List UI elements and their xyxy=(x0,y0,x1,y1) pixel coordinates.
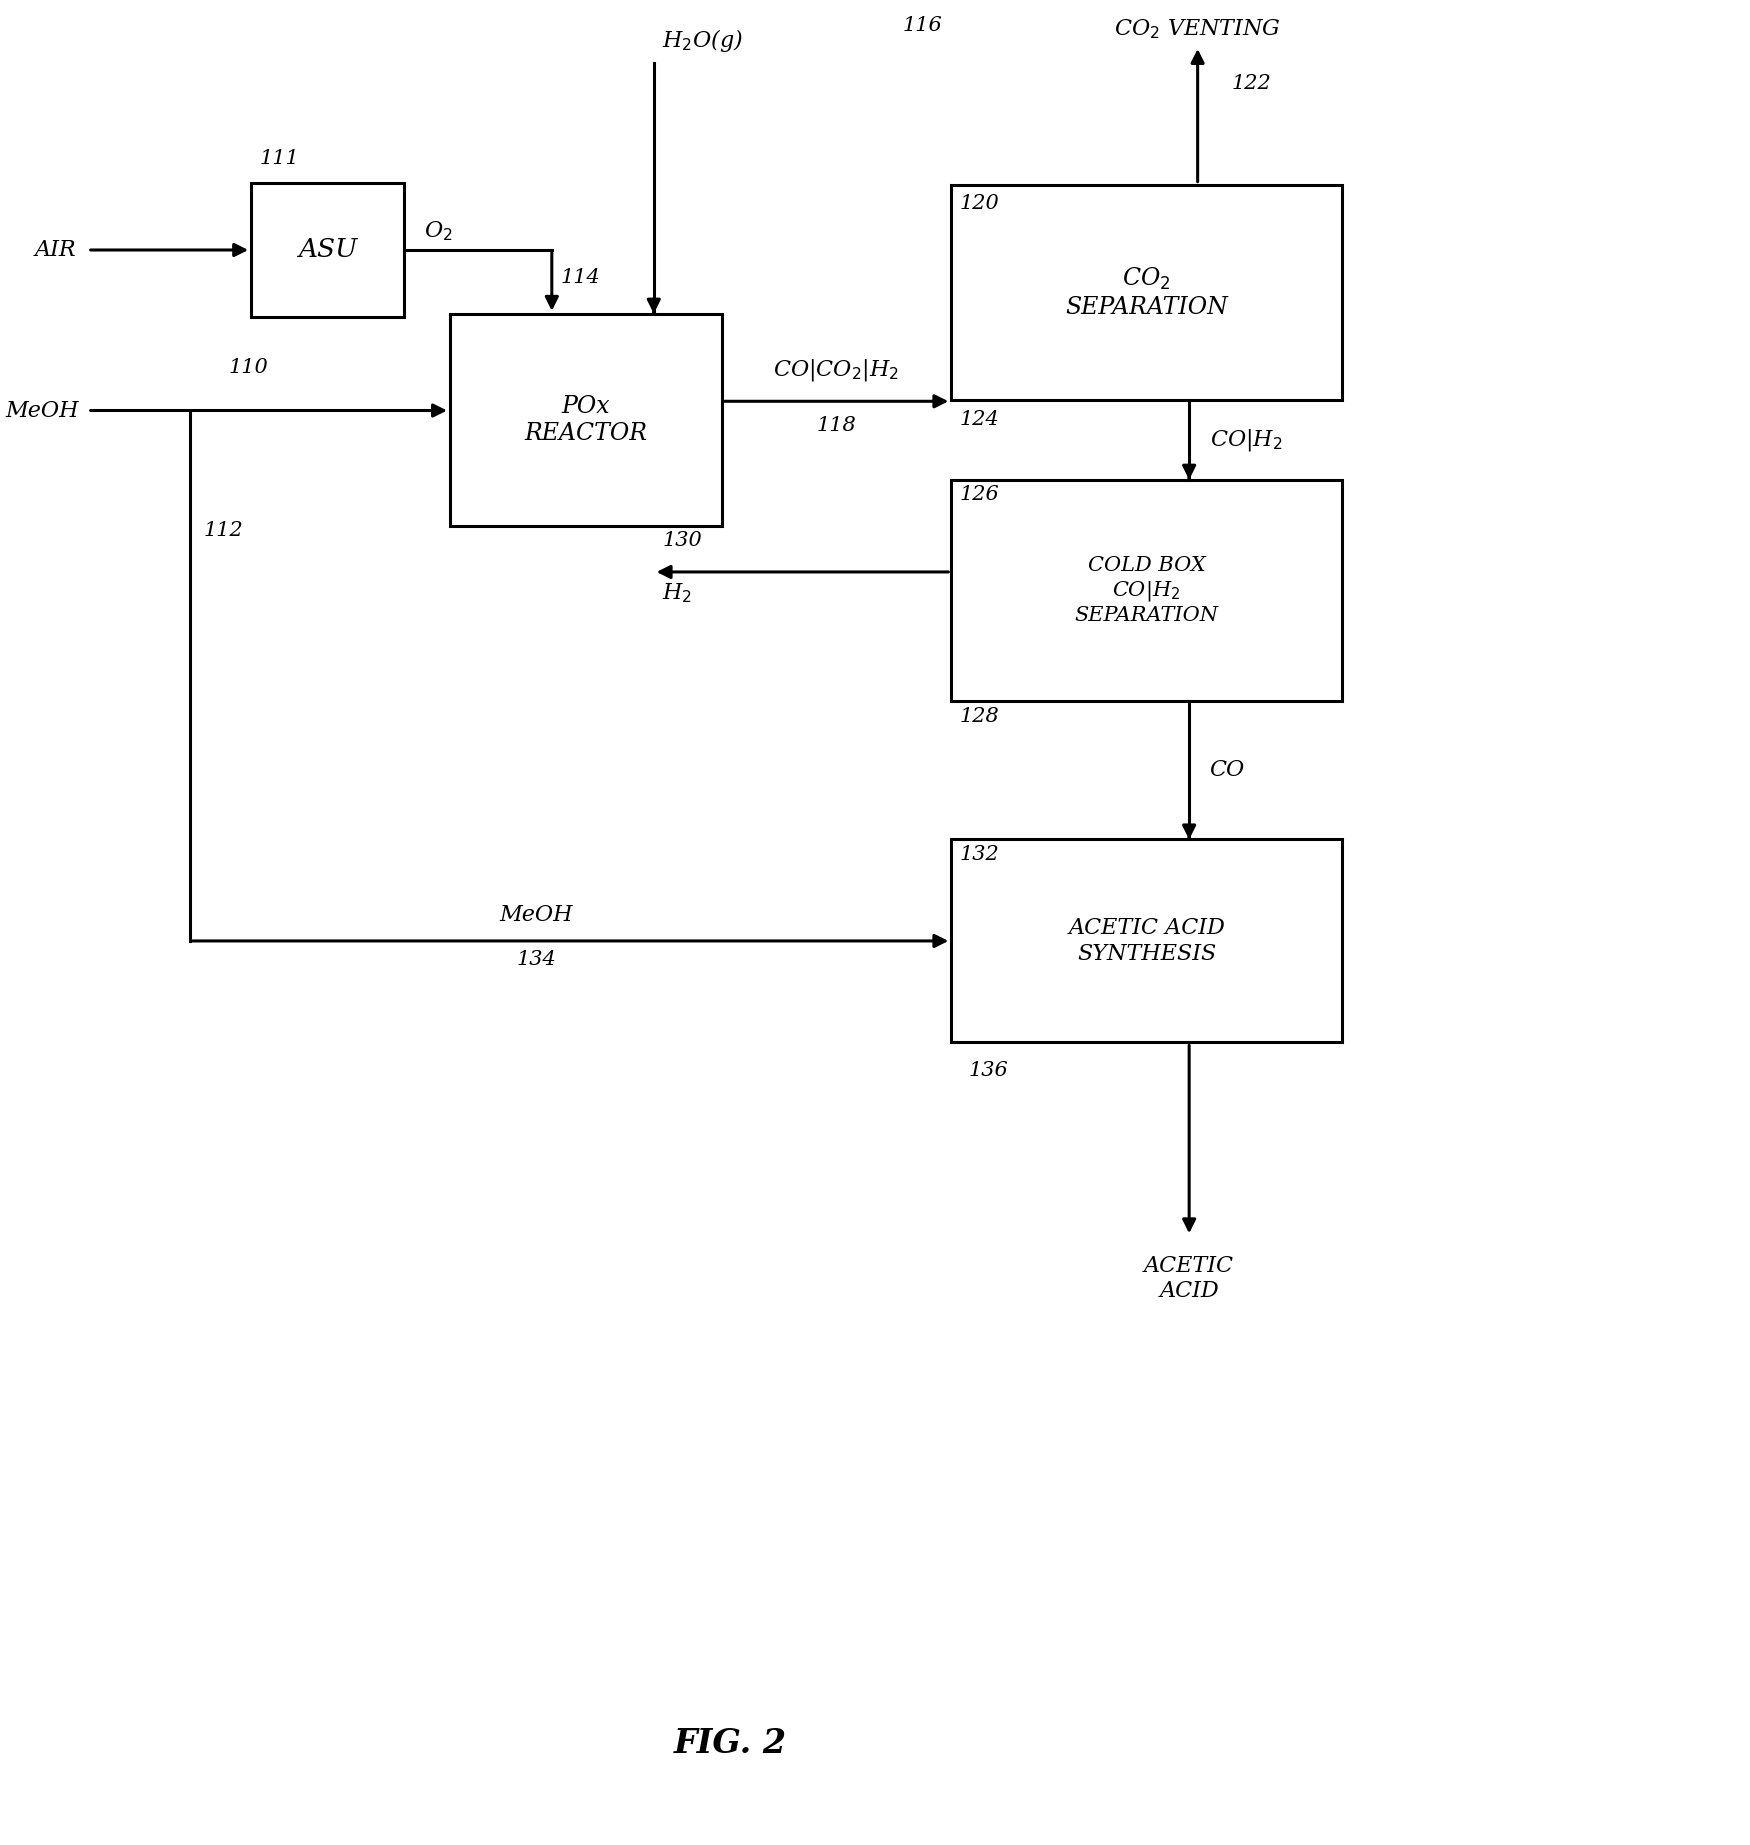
Text: 120: 120 xyxy=(959,194,999,212)
Text: 118: 118 xyxy=(817,417,856,435)
Text: 132: 132 xyxy=(959,845,999,863)
Text: 128: 128 xyxy=(959,707,999,725)
Bar xyxy=(250,183,404,317)
Text: MeOH: MeOH xyxy=(500,904,574,926)
Text: POx
REACTOR: POx REACTOR xyxy=(525,395,648,445)
Text: 126: 126 xyxy=(959,485,999,504)
Text: 112: 112 xyxy=(203,520,243,541)
Text: CO|CO$_2$|H$_2$: CO|CO$_2$|H$_2$ xyxy=(774,356,900,384)
Text: COLD BOX
CO|H$_2$
SEPARATION: COLD BOX CO|H$_2$ SEPARATION xyxy=(1074,555,1218,625)
Text: H$_2$: H$_2$ xyxy=(662,581,693,605)
Text: 110: 110 xyxy=(229,358,270,378)
Text: 116: 116 xyxy=(903,17,943,35)
Text: CO$_2$
SEPARATION: CO$_2$ SEPARATION xyxy=(1066,266,1228,319)
Bar xyxy=(450,314,721,526)
Text: 111: 111 xyxy=(259,149,299,168)
Text: O$_2$: O$_2$ xyxy=(424,220,453,244)
Text: ASU: ASU xyxy=(298,238,357,262)
Text: 134: 134 xyxy=(516,950,556,969)
Text: H$_2$O(g): H$_2$O(g) xyxy=(662,26,744,54)
Bar xyxy=(952,480,1342,701)
Text: 124: 124 xyxy=(959,410,999,428)
Text: ACETIC ACID
SYNTHESIS: ACETIC ACID SYNTHESIS xyxy=(1068,917,1225,965)
Bar xyxy=(952,839,1342,1042)
Text: ACETIC
ACID: ACETIC ACID xyxy=(1144,1255,1234,1303)
Text: 114: 114 xyxy=(560,269,600,288)
Text: 130: 130 xyxy=(662,531,702,550)
Bar xyxy=(952,184,1342,400)
Text: AIR: AIR xyxy=(35,240,75,260)
Text: 136: 136 xyxy=(968,1061,1008,1079)
Text: FIG. 2: FIG. 2 xyxy=(674,1727,788,1760)
Text: CO: CO xyxy=(1209,760,1244,780)
Text: 122: 122 xyxy=(1232,74,1272,92)
Text: CO$_2$ VENTING: CO$_2$ VENTING xyxy=(1115,17,1281,41)
Text: CO|H$_2$: CO|H$_2$ xyxy=(1209,426,1283,454)
Text: MeOH: MeOH xyxy=(5,400,79,421)
